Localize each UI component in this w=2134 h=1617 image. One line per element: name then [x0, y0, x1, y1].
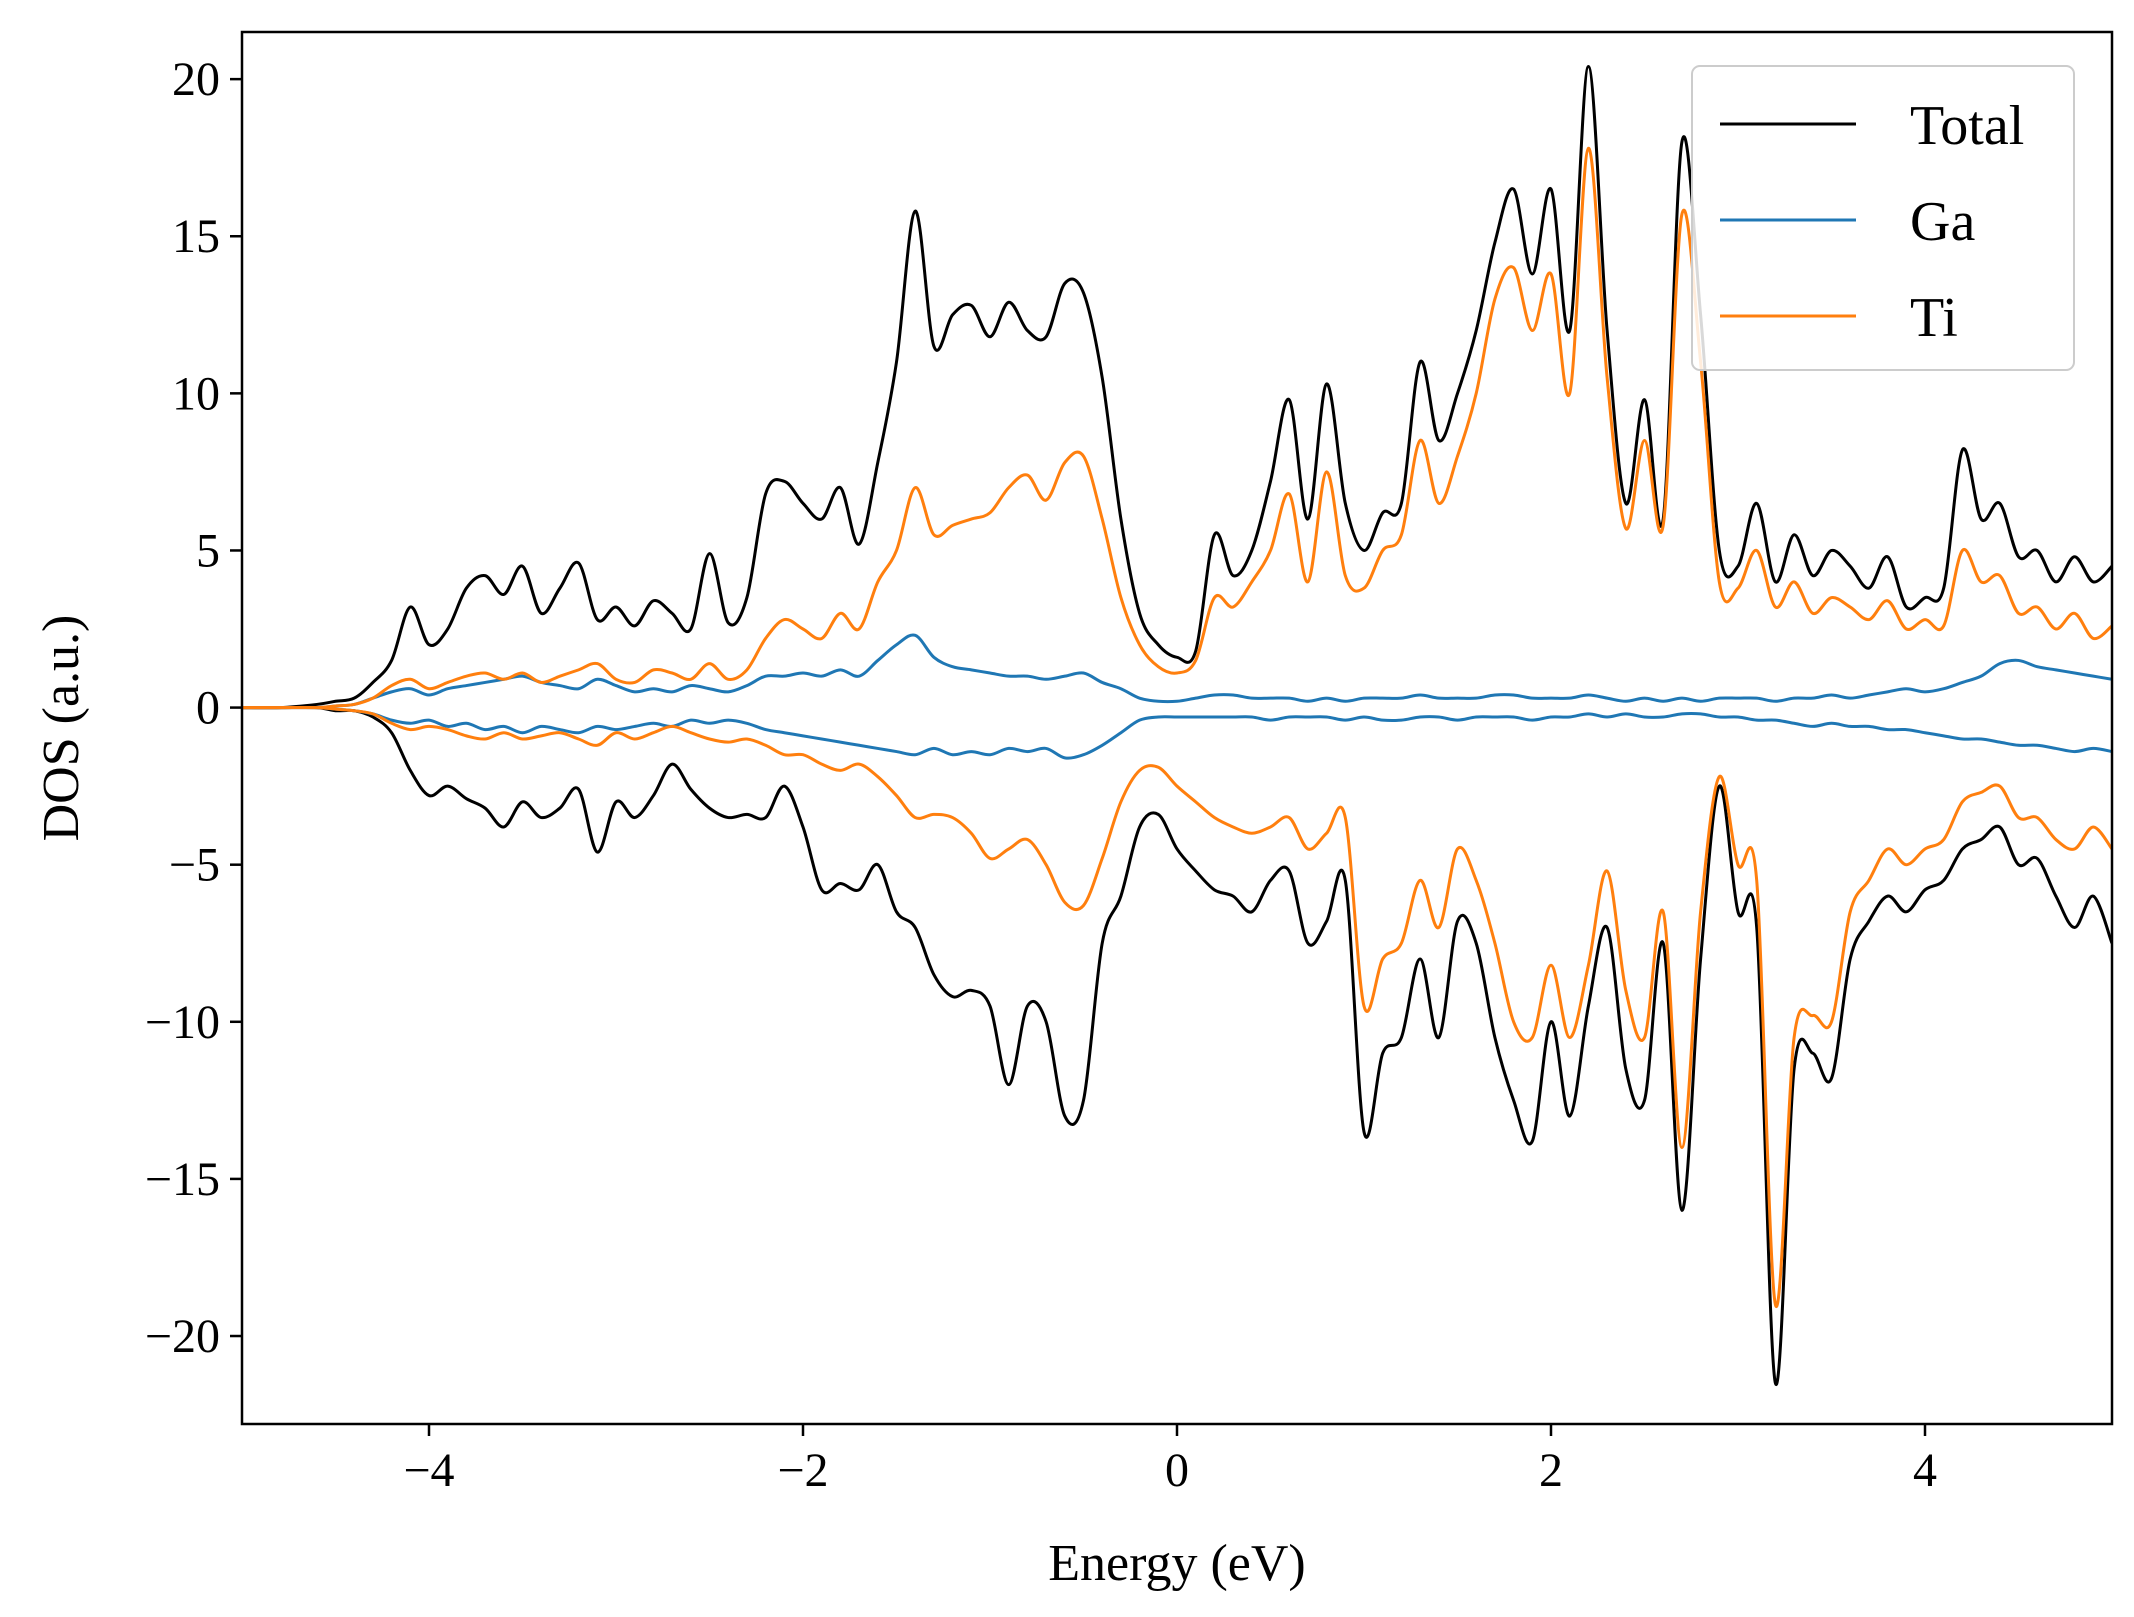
- y-tick-label: 10: [172, 367, 220, 420]
- legend: Total Ga Ti: [1691, 65, 2075, 371]
- y-axis-label: DOS (a.u.): [33, 615, 90, 842]
- legend-label-ga: Ga: [1910, 191, 1975, 253]
- y-tick-label: −15: [145, 1153, 220, 1206]
- y-tick-label: −20: [145, 1310, 220, 1363]
- y-tick-label: 5: [196, 524, 220, 577]
- legend-label-total: Total: [1910, 95, 2024, 157]
- legend-box: [1691, 65, 2075, 371]
- x-tick-label: 4: [1913, 1444, 1937, 1497]
- x-tick-label: −2: [777, 1444, 828, 1497]
- series-line-total-spin-up: [242, 65, 2112, 710]
- legend-label-ti: Ti: [1910, 287, 1958, 349]
- y-tick-label: 15: [172, 210, 220, 263]
- series-line-ga-spin-down: [242, 705, 2112, 760]
- series-line-ti-spin-down: [242, 705, 2112, 1309]
- series-layer: [242, 65, 2112, 1386]
- y-tick-label: −10: [145, 996, 220, 1049]
- x-tick-label: −4: [403, 1444, 454, 1497]
- x-axis-label: Energy (eV): [1048, 1535, 1306, 1592]
- series-line-ti-spin-up: [242, 146, 2112, 710]
- y-tick-label: 20: [172, 53, 220, 106]
- series-line-ga-spin-up: [242, 633, 2112, 710]
- series-line-total-spin-down: [242, 705, 2112, 1386]
- x-tick-label: 2: [1539, 1444, 1563, 1497]
- y-tick-label: −5: [169, 839, 220, 892]
- y-tick-label: 0: [196, 682, 220, 735]
- x-tick-label: 0: [1165, 1444, 1189, 1497]
